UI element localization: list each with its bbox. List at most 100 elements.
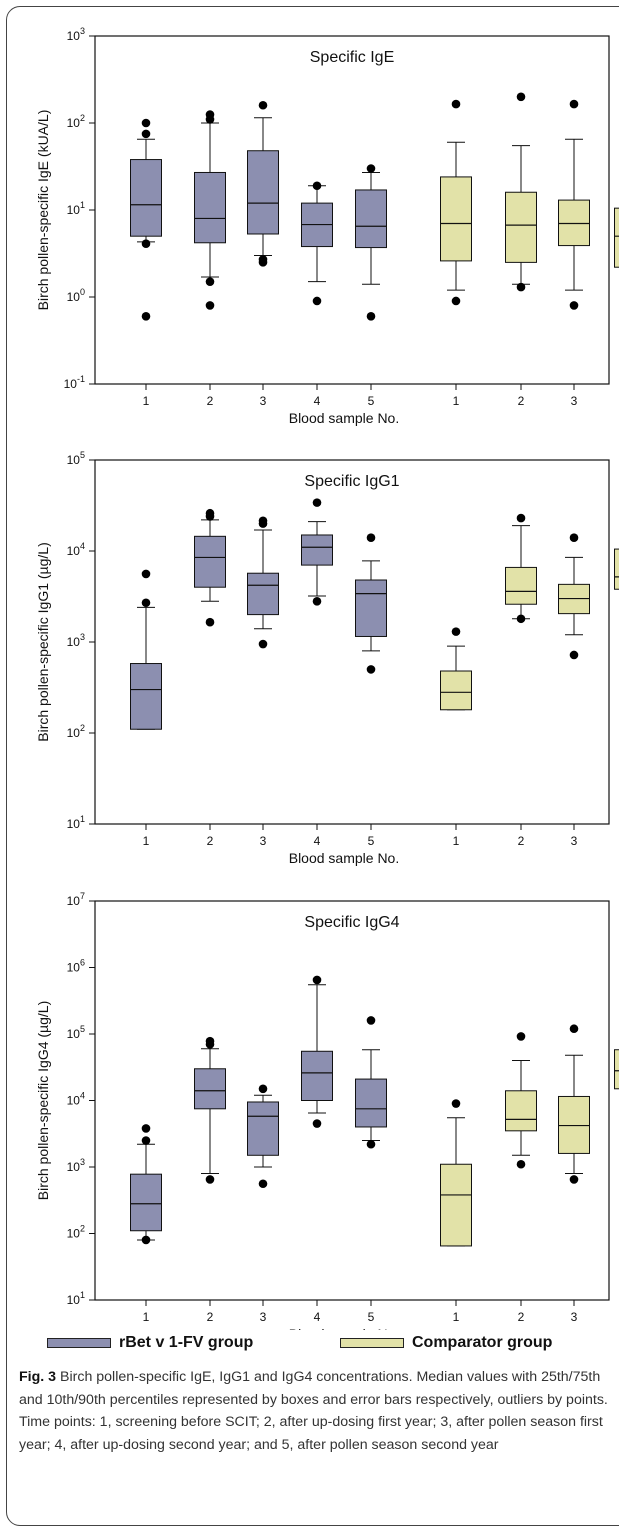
chart-title: Specific IgE [310, 49, 394, 66]
outlier-point [313, 297, 322, 306]
legend-swatch-comparator [340, 1338, 404, 1348]
outlier-point [259, 101, 268, 110]
box-comparator-1: 1 [441, 1099, 472, 1324]
x-tick-label: 1 [453, 834, 460, 848]
iqr-box [506, 192, 537, 262]
box-comparator-3: 3 [559, 1024, 590, 1324]
outlier-point [142, 119, 151, 128]
figure-caption-text: Birch pollen-specific IgE, IgG1 and IgG4… [19, 1369, 608, 1453]
iqr-box [615, 1050, 619, 1089]
box-rbet-1: 1 [131, 570, 162, 848]
y-tick-label: 106 [67, 958, 85, 975]
iqr-box [356, 580, 387, 636]
outlier-point [367, 164, 376, 173]
outlier-point [259, 1084, 268, 1093]
box-comparator-2: 2 [506, 514, 537, 848]
outlier-point [367, 1140, 376, 1149]
legend-swatch-rbet [47, 1338, 111, 1348]
plot-frame [95, 460, 609, 824]
iqr-box [356, 1079, 387, 1127]
box-rbet-2: 2 [195, 1037, 226, 1324]
iqr-box [248, 151, 279, 234]
x-axis-label: Blood sample No. [289, 410, 400, 426]
outlier-point [206, 301, 215, 310]
chart-title: Specific IgG1 [304, 473, 399, 490]
box-comparator-2: 2 [506, 1032, 537, 1324]
y-axis-label: Birch pollen-specific IgE (kUA/L) [35, 110, 51, 311]
outlier-point [517, 514, 526, 523]
outlier-point [142, 570, 151, 579]
x-tick-label: 2 [518, 394, 525, 408]
box-rbet-4: 4 [302, 181, 333, 408]
y-tick-label: 101 [67, 1290, 85, 1307]
outlier-point [142, 239, 151, 248]
y-tick-label: 103 [67, 26, 85, 43]
iqr-box [506, 1091, 537, 1131]
y-tick-label: 103 [67, 632, 85, 649]
iqr-box [356, 190, 387, 248]
outlier-point [259, 1179, 268, 1188]
x-tick-label: 3 [571, 394, 578, 408]
iqr-box [615, 549, 619, 589]
outlier-point [313, 498, 322, 507]
outlier-point [313, 1119, 322, 1128]
x-tick-label: 5 [368, 834, 375, 848]
outlier-point [142, 312, 151, 321]
iqr-box [441, 177, 472, 261]
iqr-box [131, 1174, 162, 1231]
y-tick-label: 103 [67, 1157, 85, 1174]
outlier-point [259, 516, 268, 525]
iqr-box [441, 1164, 472, 1246]
outlier-point [570, 301, 579, 310]
box-rbet-4: 4 [302, 976, 333, 1324]
x-tick-label: 5 [368, 394, 375, 408]
box-rbet-2: 2 [195, 509, 226, 848]
outlier-point [367, 533, 376, 542]
outlier-point [259, 640, 268, 649]
iqr-box [131, 160, 162, 237]
box-comparator-2: 2 [506, 93, 537, 408]
outlier-point [570, 533, 579, 542]
y-tick-label: 102 [67, 723, 85, 740]
y-axis-label: Birch pollen-specific IgG4 (µg/L) [35, 1001, 51, 1200]
y-tick-label: 104 [67, 541, 85, 558]
outlier-point [367, 312, 376, 321]
x-tick-label: 3 [260, 1310, 267, 1324]
y-tick-label: 104 [67, 1091, 85, 1108]
box-comparator-3: 3 [559, 533, 590, 848]
box-rbet-3: 3 [248, 516, 279, 848]
y-tick-label: 101 [67, 814, 85, 831]
y-tick-label: 10-1 [64, 374, 85, 391]
x-tick-label: 1 [143, 1310, 150, 1324]
legend-item-rbet: rBet v 1-FV group [47, 1333, 253, 1353]
outlier-point [570, 651, 579, 660]
box-rbet-3: 3 [248, 101, 279, 408]
box-rbet-5: 5 [356, 533, 387, 848]
x-tick-label: 4 [314, 834, 321, 848]
outlier-point [313, 597, 322, 606]
outlier-point [206, 618, 215, 627]
outlier-point [142, 130, 151, 139]
outlier-point [452, 100, 461, 109]
x-tick-label: 3 [571, 834, 578, 848]
x-tick-label: 2 [518, 1310, 525, 1324]
outlier-point [367, 665, 376, 674]
x-tick-label: 2 [207, 394, 214, 408]
box-rbet-1: 1 [131, 119, 162, 408]
x-tick-label: 5 [368, 1310, 375, 1324]
outlier-point [517, 93, 526, 102]
x-axis-label: Blood sample No. [289, 850, 400, 866]
box-rbet-4: 4 [302, 498, 333, 848]
x-tick-label: 1 [453, 1310, 460, 1324]
outlier-point [517, 283, 526, 292]
iqr-box [195, 172, 226, 242]
outlier-point [517, 1032, 526, 1041]
x-tick-label: 3 [260, 394, 267, 408]
box-comparator-4: 4 [615, 528, 619, 848]
outlier-point [452, 1099, 461, 1108]
legend-label-rbet: rBet v 1-FV group [119, 1334, 253, 1352]
x-tick-label: 3 [571, 1310, 578, 1324]
